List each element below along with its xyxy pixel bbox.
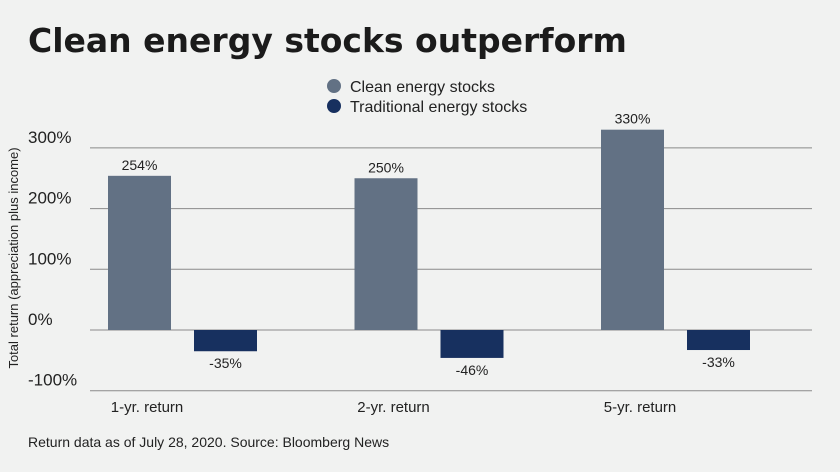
- bar-clean: [354, 178, 418, 330]
- bar-traditional: [687, 330, 750, 351]
- bar-clean: [108, 175, 171, 330]
- legend-label-clean: Clean energy stocks: [350, 79, 495, 96]
- legend: Clean energy stocks Traditional energy s…: [327, 79, 527, 116]
- data-label: 330%: [615, 111, 651, 127]
- y-tick-label: -100%: [28, 371, 77, 390]
- category-label: 2-yr. return: [357, 399, 430, 416]
- category-labels: 1-yr. return 2-yr. return 5-yr. return: [111, 399, 677, 416]
- legend-label-traditional: Traditional energy stocks: [350, 99, 527, 116]
- chart-title: Clean energy stocks outperform: [28, 21, 627, 60]
- data-label: 250%: [368, 159, 404, 175]
- category-label: 5-yr. return: [604, 399, 677, 416]
- data-label: -35%: [209, 355, 242, 371]
- y-tick-labels: 300% 200% 100% 0% -100%: [28, 128, 77, 390]
- bar-clean: [601, 129, 664, 330]
- data-label: -33%: [702, 354, 735, 370]
- bars: [108, 129, 750, 358]
- footnote: Return data as of July 28, 2020. Source:…: [28, 434, 389, 450]
- data-label: -46%: [456, 362, 489, 378]
- y-tick-label: 300%: [28, 128, 71, 147]
- y-tick-label: 100%: [28, 249, 71, 268]
- y-axis-label: Total return (appreciation plus income): [6, 147, 21, 368]
- data-label: 254%: [122, 157, 158, 173]
- legend-swatch-clean: [327, 79, 341, 93]
- bar-traditional: [440, 330, 504, 358]
- category-label: 1-yr. return: [111, 399, 184, 416]
- data-labels: 254% -35% 250% -46% 330% -33%: [122, 111, 735, 378]
- legend-swatch-traditional: [327, 99, 341, 113]
- bar-traditional: [194, 330, 257, 352]
- y-tick-label: 0%: [28, 310, 53, 329]
- y-tick-label: 200%: [28, 189, 71, 208]
